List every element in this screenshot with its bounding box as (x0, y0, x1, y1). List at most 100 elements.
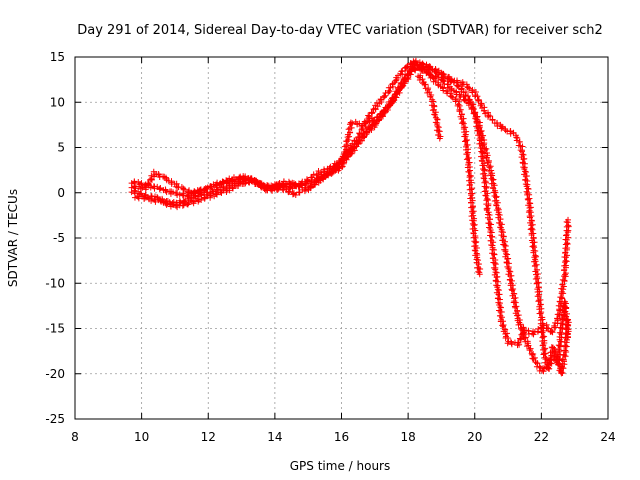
data-point (523, 343, 530, 350)
data-point (498, 308, 505, 315)
series-track-5 (415, 72, 444, 142)
data-point (426, 63, 433, 70)
data-point (564, 240, 571, 247)
data-point (531, 263, 538, 270)
data-point (461, 97, 468, 104)
data-point (469, 217, 476, 224)
data-point (482, 192, 489, 199)
data-point (462, 98, 469, 105)
y-tick-label: 5 (57, 141, 65, 155)
data-point (496, 291, 503, 298)
data-point (465, 84, 472, 91)
data-point (440, 87, 447, 94)
data-point (557, 294, 564, 301)
x-tick-label: 24 (600, 430, 615, 444)
data-point (236, 180, 243, 187)
data-point (508, 277, 515, 284)
data-point (345, 136, 352, 143)
data-point (491, 260, 498, 267)
data-point (531, 239, 538, 246)
data-point (481, 141, 488, 148)
data-point (148, 197, 155, 204)
data-point (157, 197, 164, 204)
series-track-3 (128, 60, 572, 377)
data-point (447, 90, 454, 97)
data-point (180, 202, 187, 209)
data-point (308, 174, 315, 181)
data-point (531, 354, 538, 361)
data-point (400, 77, 407, 84)
data-point (516, 317, 523, 324)
data-point (174, 190, 181, 197)
data-point (242, 180, 249, 187)
data-point (351, 143, 358, 150)
data-point (404, 62, 411, 69)
data-point (537, 310, 544, 317)
data-point (156, 186, 163, 193)
data-point (557, 320, 564, 327)
data-point (264, 187, 271, 194)
data-point (557, 368, 564, 375)
data-point (508, 272, 515, 279)
y-tick-label: -10 (45, 276, 65, 290)
data-point (148, 172, 155, 179)
data-point (202, 185, 209, 192)
data-point (561, 312, 568, 319)
data-point (491, 251, 498, 258)
data-point (296, 189, 303, 196)
data-point (537, 325, 544, 332)
data-point (188, 190, 195, 197)
data-point (291, 181, 298, 188)
data-point (477, 144, 484, 151)
chart-title: Day 291 of 2014, Sidereal Day-to-day VTE… (77, 23, 603, 38)
data-point (468, 192, 475, 199)
data-point (302, 184, 309, 191)
data-point (557, 324, 564, 331)
data-point (515, 312, 522, 319)
data-point (559, 276, 566, 283)
data-point (521, 155, 528, 162)
data-point (427, 93, 434, 100)
data-point (432, 111, 439, 118)
data-point (473, 238, 480, 245)
data-point (162, 186, 169, 193)
data-point (360, 134, 367, 141)
data-point (494, 286, 501, 293)
data-point (440, 78, 447, 85)
data-point (504, 330, 511, 337)
x-tick-label: 14 (267, 430, 282, 444)
data-point (469, 194, 476, 201)
data-point (513, 137, 520, 144)
data-point (303, 176, 310, 183)
data-point (440, 70, 447, 77)
axis-ticks: 8 10 12 14 16 18 20 22 24 -25 -20 -15 -10 -5 0 5 10 15 (45, 50, 615, 444)
data-point (466, 186, 473, 193)
data-point (477, 128, 484, 135)
y-tick-label: -15 (45, 322, 65, 336)
data-point (289, 185, 296, 192)
data-point (482, 110, 489, 117)
data-point (479, 162, 486, 169)
data-point (474, 93, 481, 100)
data-point (286, 188, 293, 195)
data-point (483, 155, 490, 162)
data-point (494, 123, 501, 130)
series-track-4 (131, 64, 572, 375)
data-point (500, 323, 507, 330)
data-point (551, 322, 558, 329)
data-point (499, 322, 506, 329)
data-point (500, 233, 507, 240)
data-point (475, 257, 482, 264)
data-point (234, 182, 241, 189)
data-point (522, 168, 529, 175)
data-point (349, 120, 356, 127)
data-point (555, 342, 562, 349)
data-point (229, 184, 236, 191)
data-point (386, 88, 393, 95)
data-point (549, 329, 556, 336)
data-point (507, 338, 514, 345)
data-point (556, 342, 563, 349)
data-point (493, 120, 500, 127)
data-point (480, 107, 487, 114)
